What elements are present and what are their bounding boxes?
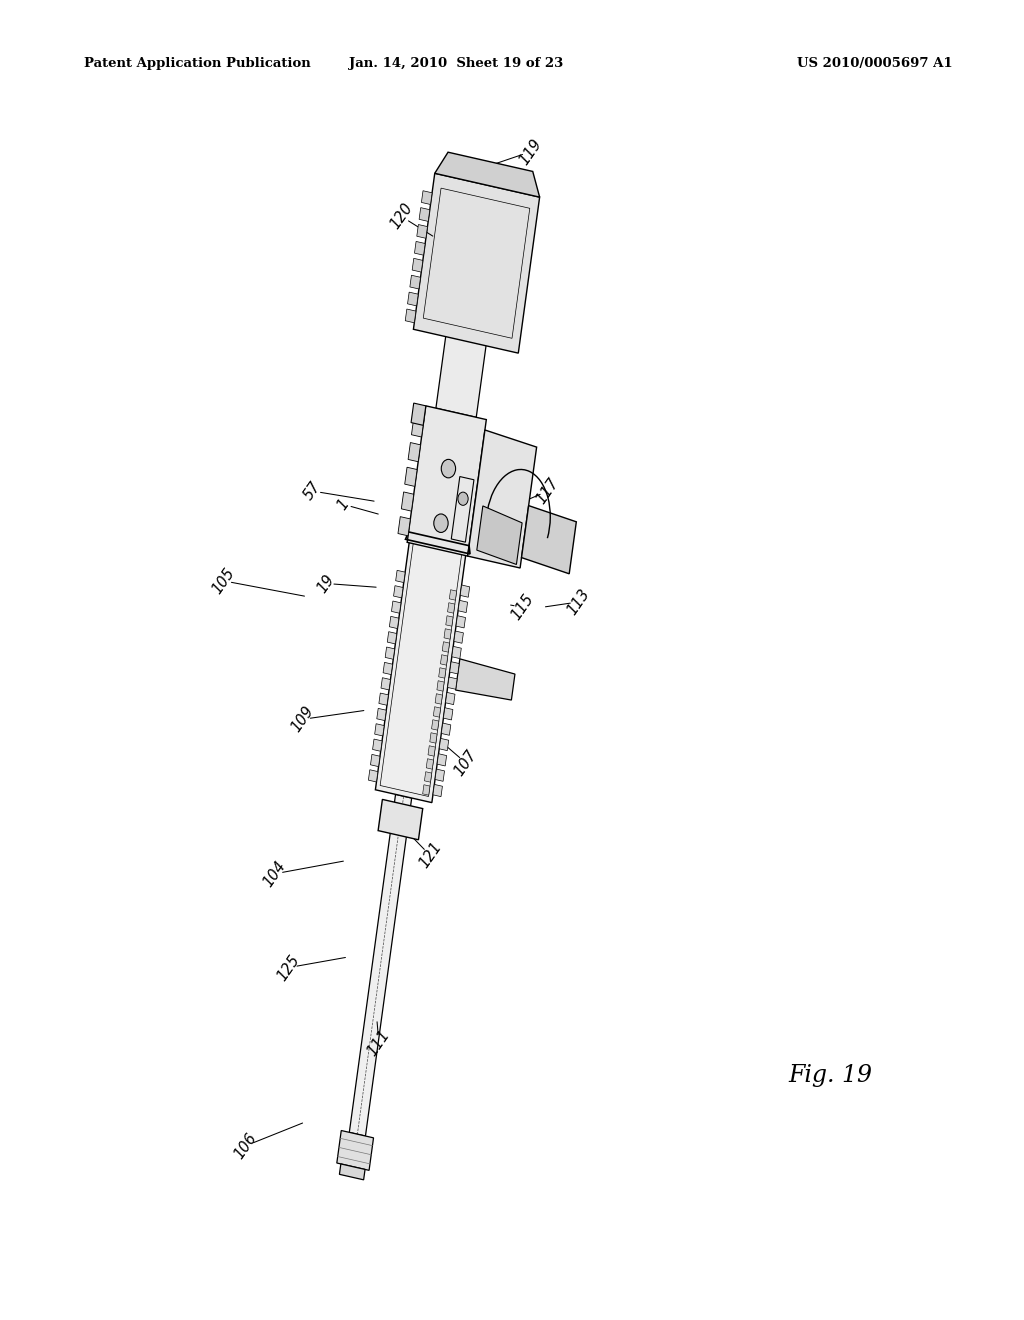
- Polygon shape: [445, 693, 455, 705]
- Polygon shape: [428, 746, 435, 756]
- Polygon shape: [447, 677, 457, 689]
- Polygon shape: [450, 661, 459, 675]
- Polygon shape: [414, 173, 540, 354]
- Polygon shape: [456, 615, 466, 628]
- Text: US 2010/0005697 A1: US 2010/0005697 A1: [797, 57, 952, 70]
- Text: 57: 57: [301, 479, 324, 503]
- Polygon shape: [468, 430, 537, 568]
- Polygon shape: [408, 405, 486, 556]
- Text: 120: 120: [387, 201, 416, 232]
- Polygon shape: [438, 668, 446, 678]
- Polygon shape: [383, 663, 392, 675]
- Polygon shape: [521, 506, 577, 574]
- Polygon shape: [426, 759, 433, 770]
- Polygon shape: [477, 506, 522, 565]
- Polygon shape: [373, 739, 382, 751]
- Polygon shape: [437, 754, 446, 766]
- Polygon shape: [435, 152, 540, 197]
- Text: Patent Application Publication: Patent Application Publication: [84, 57, 310, 70]
- Polygon shape: [440, 655, 447, 665]
- Polygon shape: [349, 795, 412, 1137]
- Polygon shape: [412, 418, 424, 437]
- Polygon shape: [371, 755, 380, 767]
- Circle shape: [458, 492, 468, 506]
- Polygon shape: [430, 733, 437, 743]
- Polygon shape: [404, 467, 417, 487]
- Polygon shape: [387, 632, 396, 644]
- Text: 111: 111: [365, 1027, 393, 1059]
- Polygon shape: [337, 1130, 374, 1171]
- Polygon shape: [409, 442, 421, 462]
- Polygon shape: [441, 723, 451, 735]
- Text: Jan. 14, 2010  Sheet 19 of 23: Jan. 14, 2010 Sheet 19 of 23: [348, 57, 563, 70]
- Polygon shape: [445, 615, 453, 626]
- Polygon shape: [411, 403, 426, 425]
- Polygon shape: [379, 693, 388, 705]
- Circle shape: [441, 459, 456, 478]
- Polygon shape: [444, 628, 452, 639]
- Polygon shape: [442, 642, 450, 652]
- Polygon shape: [435, 694, 442, 704]
- Polygon shape: [376, 529, 467, 803]
- Polygon shape: [410, 276, 421, 289]
- Circle shape: [434, 513, 449, 532]
- Polygon shape: [433, 706, 440, 717]
- Polygon shape: [378, 800, 423, 840]
- Text: 19: 19: [314, 572, 337, 595]
- Polygon shape: [423, 784, 430, 795]
- Polygon shape: [443, 708, 453, 719]
- Polygon shape: [436, 285, 494, 417]
- Polygon shape: [454, 631, 464, 643]
- Text: 104: 104: [260, 858, 289, 890]
- Text: 107: 107: [452, 747, 480, 779]
- Polygon shape: [422, 190, 432, 205]
- Polygon shape: [435, 770, 444, 781]
- Text: 117: 117: [534, 475, 562, 507]
- Text: Fig. 19: Fig. 19: [788, 1064, 872, 1088]
- Polygon shape: [401, 492, 414, 511]
- Text: 1: 1: [334, 496, 352, 512]
- Polygon shape: [377, 709, 386, 721]
- Polygon shape: [391, 601, 401, 614]
- Text: 109: 109: [288, 704, 316, 735]
- Polygon shape: [456, 659, 515, 700]
- Polygon shape: [369, 770, 378, 781]
- Text: 105: 105: [209, 565, 238, 597]
- Text: 113: 113: [564, 586, 593, 618]
- Polygon shape: [431, 719, 439, 730]
- Polygon shape: [339, 1164, 365, 1180]
- Polygon shape: [460, 585, 470, 597]
- Polygon shape: [398, 516, 411, 536]
- Polygon shape: [389, 616, 399, 628]
- Text: 125: 125: [274, 952, 303, 983]
- Polygon shape: [439, 738, 449, 751]
- Text: 106: 106: [231, 1130, 260, 1162]
- Polygon shape: [375, 723, 384, 737]
- Polygon shape: [458, 601, 468, 612]
- Text: 121: 121: [416, 840, 444, 871]
- Polygon shape: [393, 586, 403, 598]
- Text: 115: 115: [508, 591, 537, 623]
- Polygon shape: [385, 647, 394, 659]
- Polygon shape: [433, 784, 442, 797]
- Polygon shape: [413, 259, 423, 272]
- Text: 119: 119: [516, 136, 545, 168]
- Polygon shape: [406, 309, 416, 323]
- Polygon shape: [452, 647, 461, 659]
- Polygon shape: [437, 681, 444, 692]
- Polygon shape: [424, 772, 432, 783]
- Polygon shape: [417, 224, 427, 239]
- Polygon shape: [419, 207, 430, 222]
- Polygon shape: [381, 677, 390, 690]
- Polygon shape: [447, 603, 455, 614]
- Polygon shape: [415, 242, 425, 255]
- Polygon shape: [450, 590, 457, 601]
- Polygon shape: [408, 292, 418, 306]
- Polygon shape: [395, 570, 406, 582]
